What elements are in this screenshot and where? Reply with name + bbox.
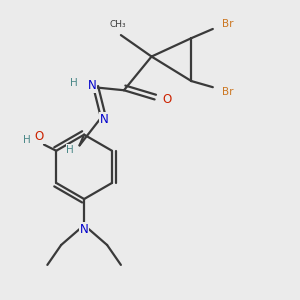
Text: N: N xyxy=(80,223,88,236)
Text: O: O xyxy=(162,93,172,106)
Text: Br: Br xyxy=(222,20,234,29)
Text: N: N xyxy=(100,113,108,126)
Text: H: H xyxy=(67,145,74,155)
Text: Br: Br xyxy=(222,87,234,97)
Text: O: O xyxy=(35,130,44,143)
Text: H: H xyxy=(23,135,31,145)
Text: CH₃: CH₃ xyxy=(110,20,126,29)
Text: H: H xyxy=(70,78,77,88)
Text: N: N xyxy=(87,79,96,92)
